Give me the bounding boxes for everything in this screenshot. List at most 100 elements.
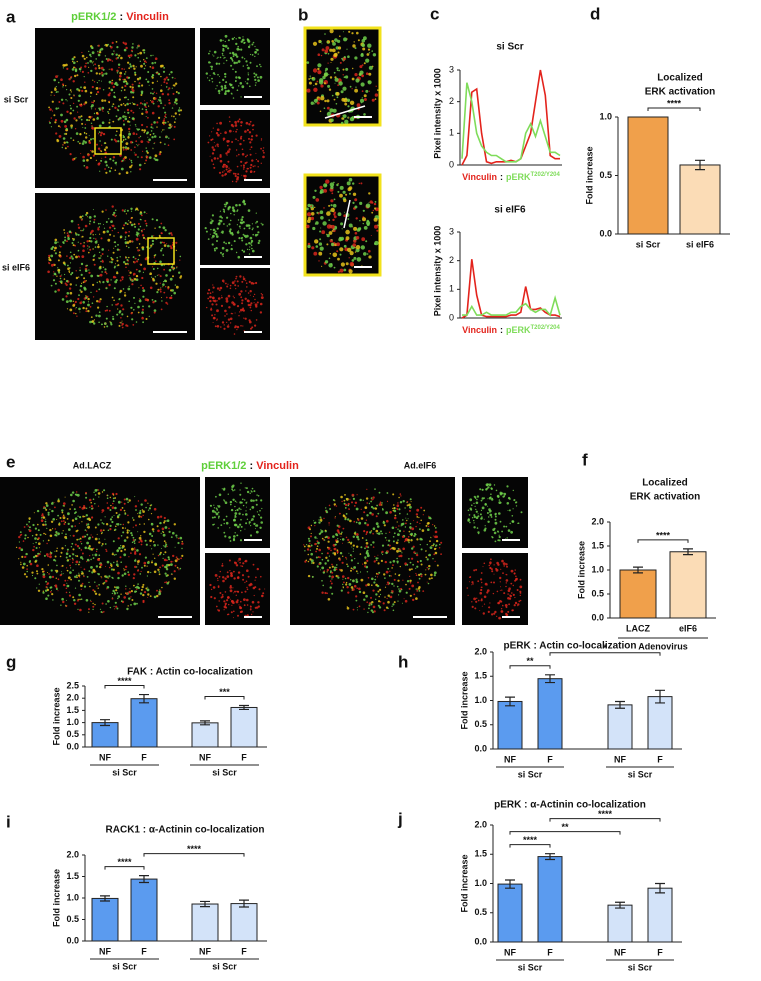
signal-dot (170, 126, 173, 128)
signal-dot (513, 604, 516, 607)
signal-dot (89, 138, 93, 141)
signal-dot (78, 94, 81, 98)
signal-dot (508, 603, 510, 606)
signal-dot (515, 575, 517, 578)
signal-dot (227, 241, 231, 245)
signal-dot (143, 523, 145, 525)
signal-dot (396, 504, 400, 508)
y-tick-label: 2.0 (591, 516, 604, 526)
signal-dot (62, 102, 65, 105)
signal-dot (215, 507, 218, 510)
signal-dot (233, 333, 236, 335)
signal-dot (231, 301, 234, 304)
signal-dot (351, 32, 354, 35)
signal-dot (83, 575, 85, 578)
signal-dot (321, 265, 323, 267)
signal-dot (98, 593, 101, 596)
signal-dot (139, 298, 141, 299)
signal-dot (319, 238, 322, 241)
signal-dot (132, 111, 135, 114)
signal-dot (69, 97, 71, 99)
signal-dot (127, 571, 130, 574)
signal-dot (401, 602, 403, 604)
signal-dot (512, 508, 514, 510)
signal-dot (249, 141, 252, 144)
signal-dot (505, 563, 508, 566)
signal-dot (146, 102, 148, 104)
signal-dot (222, 87, 224, 89)
signal-dot (409, 505, 412, 509)
signal-dot (429, 540, 431, 543)
signal-dot (91, 302, 94, 305)
signal-dot (117, 70, 119, 72)
signal-dot (215, 512, 219, 516)
signal-dot (131, 216, 133, 219)
signal-dot (312, 41, 318, 46)
error-bar (655, 882, 665, 894)
signal-dot (497, 601, 501, 605)
signal-dot (54, 241, 57, 245)
signal-dot (86, 240, 89, 243)
signal-dot (319, 185, 323, 190)
signal-dot (367, 583, 370, 586)
signal-dot (21, 555, 24, 559)
signal-dot (219, 159, 223, 163)
signal-dot (216, 509, 219, 511)
signal-dot (342, 86, 347, 91)
signal-dot (126, 108, 130, 112)
signal-dot (211, 243, 214, 246)
signal-dot (508, 587, 511, 590)
signal-dot (138, 299, 142, 303)
signal-dot (306, 61, 310, 64)
signal-dot (249, 120, 252, 123)
signal-dot (163, 129, 165, 131)
signal-dot (310, 216, 315, 221)
signal-dot (363, 98, 367, 101)
signal-dot (32, 523, 35, 527)
signal-dot (86, 576, 89, 578)
signal-dot (100, 519, 102, 521)
signal-dot (232, 130, 234, 132)
signal-dot (160, 102, 163, 105)
signal-dot (105, 146, 108, 149)
signal-dot (336, 250, 339, 253)
signal-dot (211, 77, 213, 80)
signal-dot (418, 577, 421, 580)
signal-dot (18, 546, 21, 550)
signal-dot (121, 313, 124, 316)
signal-dot (55, 577, 57, 579)
signal-dot (140, 515, 143, 518)
error-bar (239, 899, 249, 908)
signal-dot (136, 585, 139, 589)
signal-dot (352, 608, 355, 611)
signal-dot (73, 312, 75, 315)
signal-dot (366, 559, 369, 563)
signal-dot (398, 555, 401, 558)
signal-dot (241, 56, 244, 59)
signal-dot (98, 108, 102, 111)
signal-dot (156, 291, 159, 294)
signal-dot (72, 499, 75, 503)
signal-dot (259, 63, 261, 66)
signal-dot (71, 271, 74, 274)
signal-dot (398, 508, 401, 511)
signal-dot (131, 117, 135, 120)
signal-dot (167, 127, 170, 129)
signal-dot (395, 526, 397, 529)
signal-dot (70, 273, 73, 276)
signal-dot (155, 92, 158, 95)
signal-dot (164, 551, 167, 554)
signal-dot (89, 248, 92, 251)
signal-dot (99, 565, 102, 569)
signal-dot (107, 600, 110, 603)
signal-dot (66, 255, 68, 257)
signal-dot (344, 507, 347, 509)
signal-dot (226, 321, 228, 323)
signal-dot (154, 57, 158, 60)
signal-dot (79, 598, 81, 601)
signal-dot (83, 228, 85, 230)
signal-dot (246, 569, 249, 572)
signal-dot (366, 220, 371, 226)
signal-dot (377, 554, 379, 556)
signal-dot (218, 92, 221, 95)
